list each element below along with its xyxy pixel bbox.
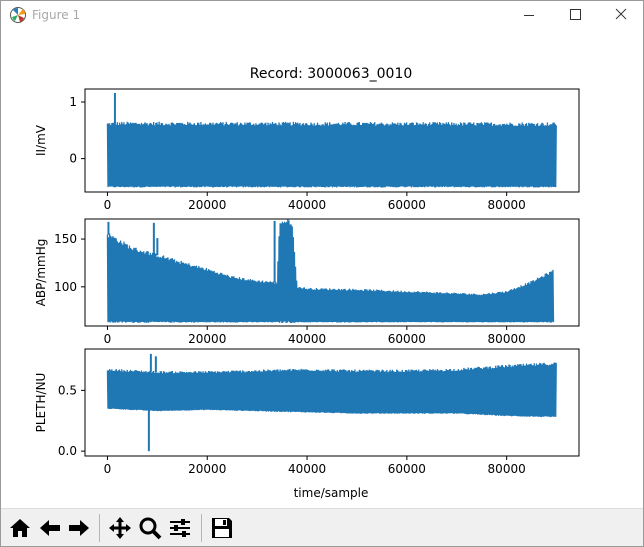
series-line — [106, 121, 557, 188]
y-tick-label: 0.0 — [58, 444, 77, 458]
close-button[interactable] — [598, 1, 643, 29]
x-tick-label: 20000 — [188, 462, 226, 476]
y-tick-label: 150 — [54, 232, 77, 246]
x-axis-label: time/sample — [294, 486, 369, 500]
figure-title: Record: 3000063_0010 — [250, 66, 413, 82]
minimize-button[interactable] — [506, 1, 552, 29]
axes-frame — [84, 348, 580, 457]
x-tick-label: 40000 — [288, 198, 326, 212]
close-icon — [615, 8, 627, 20]
series-line — [106, 362, 557, 418]
x-tick-label: 0 — [104, 198, 112, 212]
x-tick-label: 20000 — [188, 332, 226, 346]
y-axis-label: II/mV — [34, 124, 48, 156]
y-axis-label: PLETH/NU — [34, 373, 48, 433]
subplot: 0 20000 40000 60000 80000 0 1 II/mV — [34, 88, 580, 212]
y-tick-label: 0 — [69, 152, 77, 166]
figure-canvas[interactable]: Record: 3000063_0010 time/sample 0 20000 4… — [1, 29, 643, 508]
window-title: Figure 1 — [32, 8, 81, 22]
arrow-right-icon — [69, 520, 89, 536]
y-axis-label: ABP/mmHg — [34, 239, 48, 307]
pan-button[interactable] — [107, 515, 133, 541]
subplot: 0 20000 40000 60000 80000 100 150 ABP/mmHg — [34, 218, 580, 346]
y-tick-label: 0.5 — [58, 383, 77, 397]
x-tick-label: 20000 — [188, 198, 226, 212]
toolbar-separator — [201, 514, 202, 542]
back-button[interactable] — [37, 515, 63, 541]
figure-svg: Record: 3000063_0010 time/sample 0 20000 4… — [34, 66, 580, 500]
navigation-toolbar — [1, 508, 643, 546]
title-bar[interactable]: Figure 1 — [1, 1, 643, 29]
maximize-icon — [570, 9, 581, 20]
axes-frame — [84, 88, 580, 193]
x-tick-label: 60000 — [388, 332, 426, 346]
save-icon — [212, 518, 232, 538]
maximize-button[interactable] — [552, 1, 598, 29]
x-tick-label: 40000 — [288, 332, 326, 346]
arrow-left-icon — [40, 520, 60, 536]
sliders-icon — [170, 519, 190, 537]
x-tick-label: 80000 — [488, 462, 526, 476]
matplotlib-app-icon — [9, 6, 27, 24]
x-tick-label: 80000 — [488, 198, 526, 212]
x-tick-label: 60000 — [388, 462, 426, 476]
configure-subplots-button[interactable] — [167, 515, 193, 541]
move-icon — [109, 517, 131, 539]
x-tick-label: 60000 — [388, 198, 426, 212]
home-button[interactable] — [7, 515, 33, 541]
x-tick-label: 40000 — [288, 462, 326, 476]
x-tick-label: 0 — [104, 462, 112, 476]
y-tick-label: 1 — [69, 95, 77, 109]
forward-button[interactable] — [66, 515, 92, 541]
save-button[interactable] — [209, 515, 235, 541]
home-icon — [10, 519, 30, 537]
x-tick-label: 80000 — [488, 332, 526, 346]
zoom-icon — [139, 517, 162, 540]
zoom-button[interactable] — [137, 515, 163, 541]
axes-frame — [84, 218, 580, 327]
x-tick-label: 0 — [104, 332, 112, 346]
subplot: 0 20000 40000 60000 80000 0.0 0.5 PLETH/NU — [34, 348, 580, 476]
toolbar-separator — [99, 514, 100, 542]
y-tick-label: 100 — [54, 280, 77, 294]
series-line — [106, 219, 555, 324]
